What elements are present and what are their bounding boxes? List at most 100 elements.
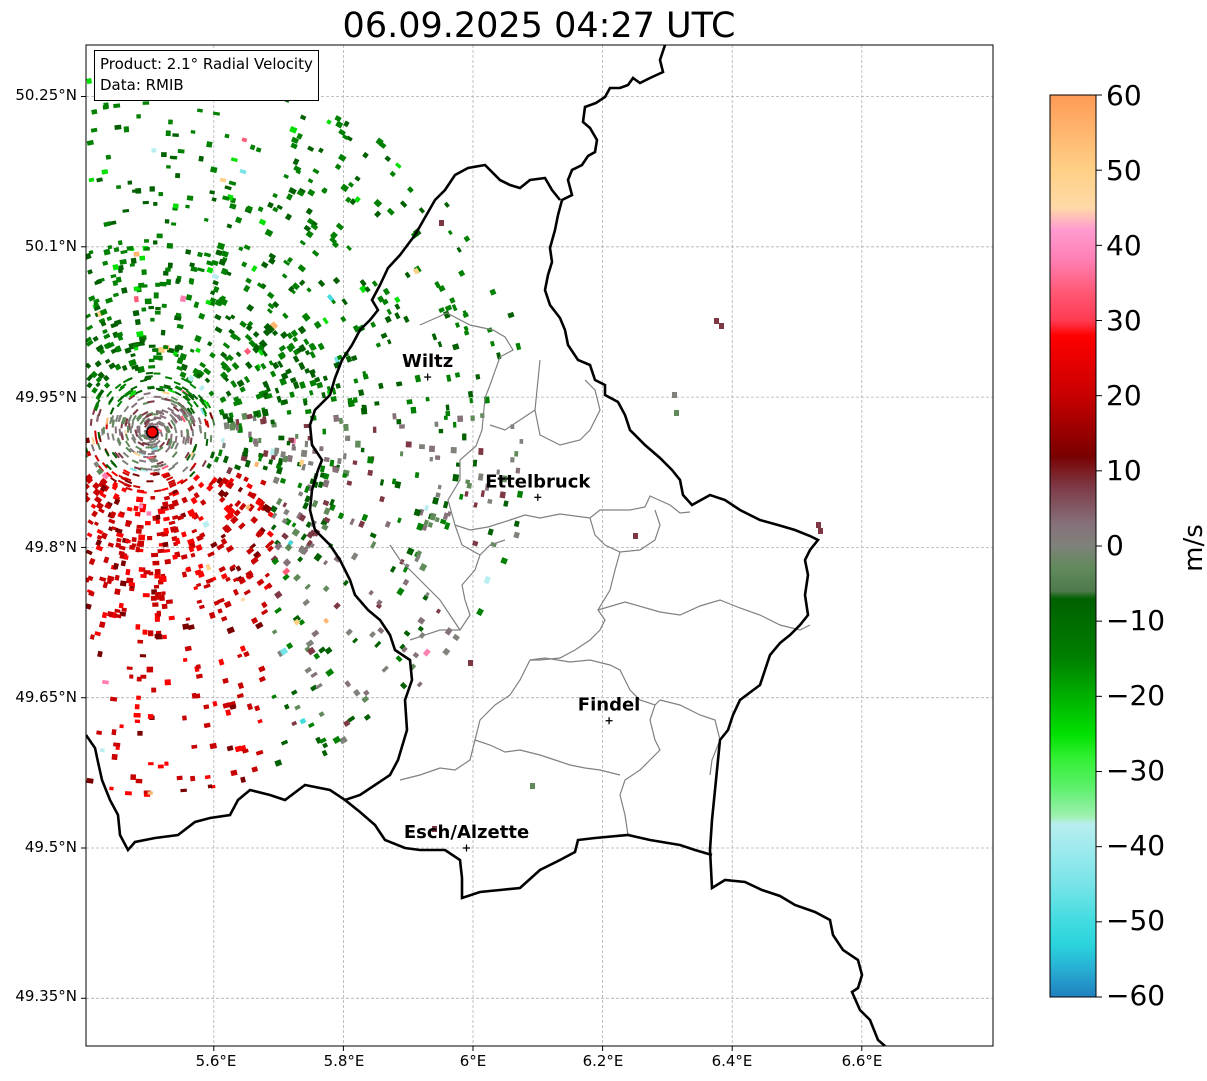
radar-echo-pixel <box>454 322 461 328</box>
radar-echo-pixel <box>293 573 302 582</box>
radar-echo-pixel <box>96 534 103 541</box>
radar-echo-pixel <box>93 301 100 308</box>
radar-echo-pixel <box>361 513 369 522</box>
radar-echo-pixel <box>190 552 196 558</box>
colorbar-tick-label: −60 <box>1106 979 1166 1012</box>
radar-echo-pixel <box>161 422 168 430</box>
radar-echo-pixel <box>110 415 115 423</box>
radar-echo-pixel <box>133 712 141 718</box>
radar-echo-pixel <box>117 452 124 459</box>
radar-echo-pixel <box>191 528 198 534</box>
radar-echo-pixel <box>452 473 460 482</box>
radar-echo-pixel <box>190 453 196 461</box>
radar-echo-pixel <box>99 477 108 486</box>
radar-echo-pixel <box>322 742 329 749</box>
lon-label: 6.4°E <box>711 1052 753 1070</box>
radar-echo-pixel <box>174 435 178 443</box>
radar-echo-pixel <box>405 441 412 448</box>
radar-echo-pixel <box>126 666 133 670</box>
radar-echo-pixel <box>470 415 475 421</box>
radar-echo-pixel <box>189 406 196 414</box>
radar-echo-pixel <box>203 217 209 222</box>
radar-echo-pixel <box>255 749 264 756</box>
radar-echo-pixel <box>187 374 195 382</box>
radar-echo-pixel <box>166 425 171 433</box>
radar-echo-pixel <box>306 539 313 547</box>
data-source-label: Data: RMIB <box>100 76 184 94</box>
radar-echo-pixel <box>196 372 203 379</box>
radar-echo-pixel <box>215 249 223 256</box>
radar-echo-pixel <box>268 252 277 260</box>
radar-echo-pixel <box>95 501 104 510</box>
radar-echo-pixel <box>195 544 203 552</box>
radar-echo-pixel <box>189 262 195 268</box>
radar-echo-pixel <box>272 361 280 370</box>
radar-echo-pixel <box>142 200 149 205</box>
radar-echo-pixel <box>254 411 260 417</box>
radar-echo-pixel <box>212 285 220 293</box>
radar-echo-pixel <box>313 320 322 329</box>
radar-echo-pixel <box>174 442 179 450</box>
radar-echo-pixel <box>454 372 461 378</box>
radar-echo-pixel <box>271 694 277 700</box>
radar-echo-pixel <box>162 634 167 640</box>
radar-echo-pixel <box>262 503 270 512</box>
city-label: Ettelbruck <box>485 471 591 492</box>
city-marker: Esch/Alzette <box>404 822 529 852</box>
radar-echo-pixel <box>295 169 302 175</box>
radar-echo-pixel <box>274 387 280 394</box>
radar-echo-pixel <box>349 518 355 526</box>
radar-echo-pixel <box>417 625 424 632</box>
radar-echo-pixel <box>406 547 415 556</box>
radar-echo-pixel <box>235 472 243 480</box>
radar-echo-pixel <box>389 565 397 573</box>
radar-echo-pixel <box>165 130 171 137</box>
radar-echo-pixel <box>212 700 218 707</box>
radar-echo-pixel <box>244 333 253 342</box>
radar-echo-pixel <box>132 310 140 317</box>
radar-echo-pixel <box>126 577 134 584</box>
radar-echo-pixel <box>286 409 292 415</box>
radar-echo-pixel <box>219 177 227 183</box>
radar-echo-pixel <box>133 343 140 348</box>
radar-echo-pixel <box>321 391 327 399</box>
radar-echo-pixel <box>137 639 144 644</box>
radar-echo-pixel <box>447 229 453 236</box>
radar-echo-pixel <box>353 397 358 404</box>
radar-echo-pixel <box>477 473 484 481</box>
radar-echo-pixel <box>218 658 225 666</box>
radar-echo-pixel <box>292 355 300 363</box>
radar-echo-pixel <box>115 532 124 538</box>
radar-echo-pixel <box>325 668 335 677</box>
radar-echo-pixel <box>161 472 169 477</box>
radar-echo-pixel <box>378 141 387 149</box>
radar-echo-pixel <box>176 365 184 371</box>
radar-echo-pixel <box>340 183 350 193</box>
radar-echo-pixel <box>230 421 237 429</box>
radar-echo-pixel <box>102 374 110 382</box>
radar-echo-pixel <box>187 508 196 517</box>
radar-echo-pixel <box>109 511 117 519</box>
radar-echo-pixel <box>352 637 359 644</box>
radar-echo-pixel <box>402 566 409 573</box>
radar-echo-pixel <box>147 440 155 444</box>
radar-echo-pixel <box>368 589 374 596</box>
radar-echo-pixel <box>119 724 124 729</box>
radar-echo-pixel <box>256 282 265 289</box>
radar-echo-pixel <box>96 730 103 736</box>
radar-echo-pixel <box>138 534 146 541</box>
radar-echo-pixel <box>374 210 382 218</box>
radar-echo-pixel <box>130 436 137 444</box>
radar-echo-pixel <box>424 504 430 512</box>
radar-echo-pixel <box>206 266 214 274</box>
radar-echo-pixel <box>133 296 139 303</box>
radar-echo-pixel <box>154 489 162 493</box>
radar-echo-pixel <box>342 453 347 460</box>
radar-echo-pixel <box>191 744 198 749</box>
radar-echo-pixel <box>116 184 122 190</box>
radar-echo-pixel <box>288 187 297 195</box>
radar-echo-pixel <box>262 449 269 458</box>
radar-echo-pixel <box>135 778 143 784</box>
radar-echo-pixel <box>171 222 177 226</box>
radar-echo-pixel <box>103 333 111 340</box>
